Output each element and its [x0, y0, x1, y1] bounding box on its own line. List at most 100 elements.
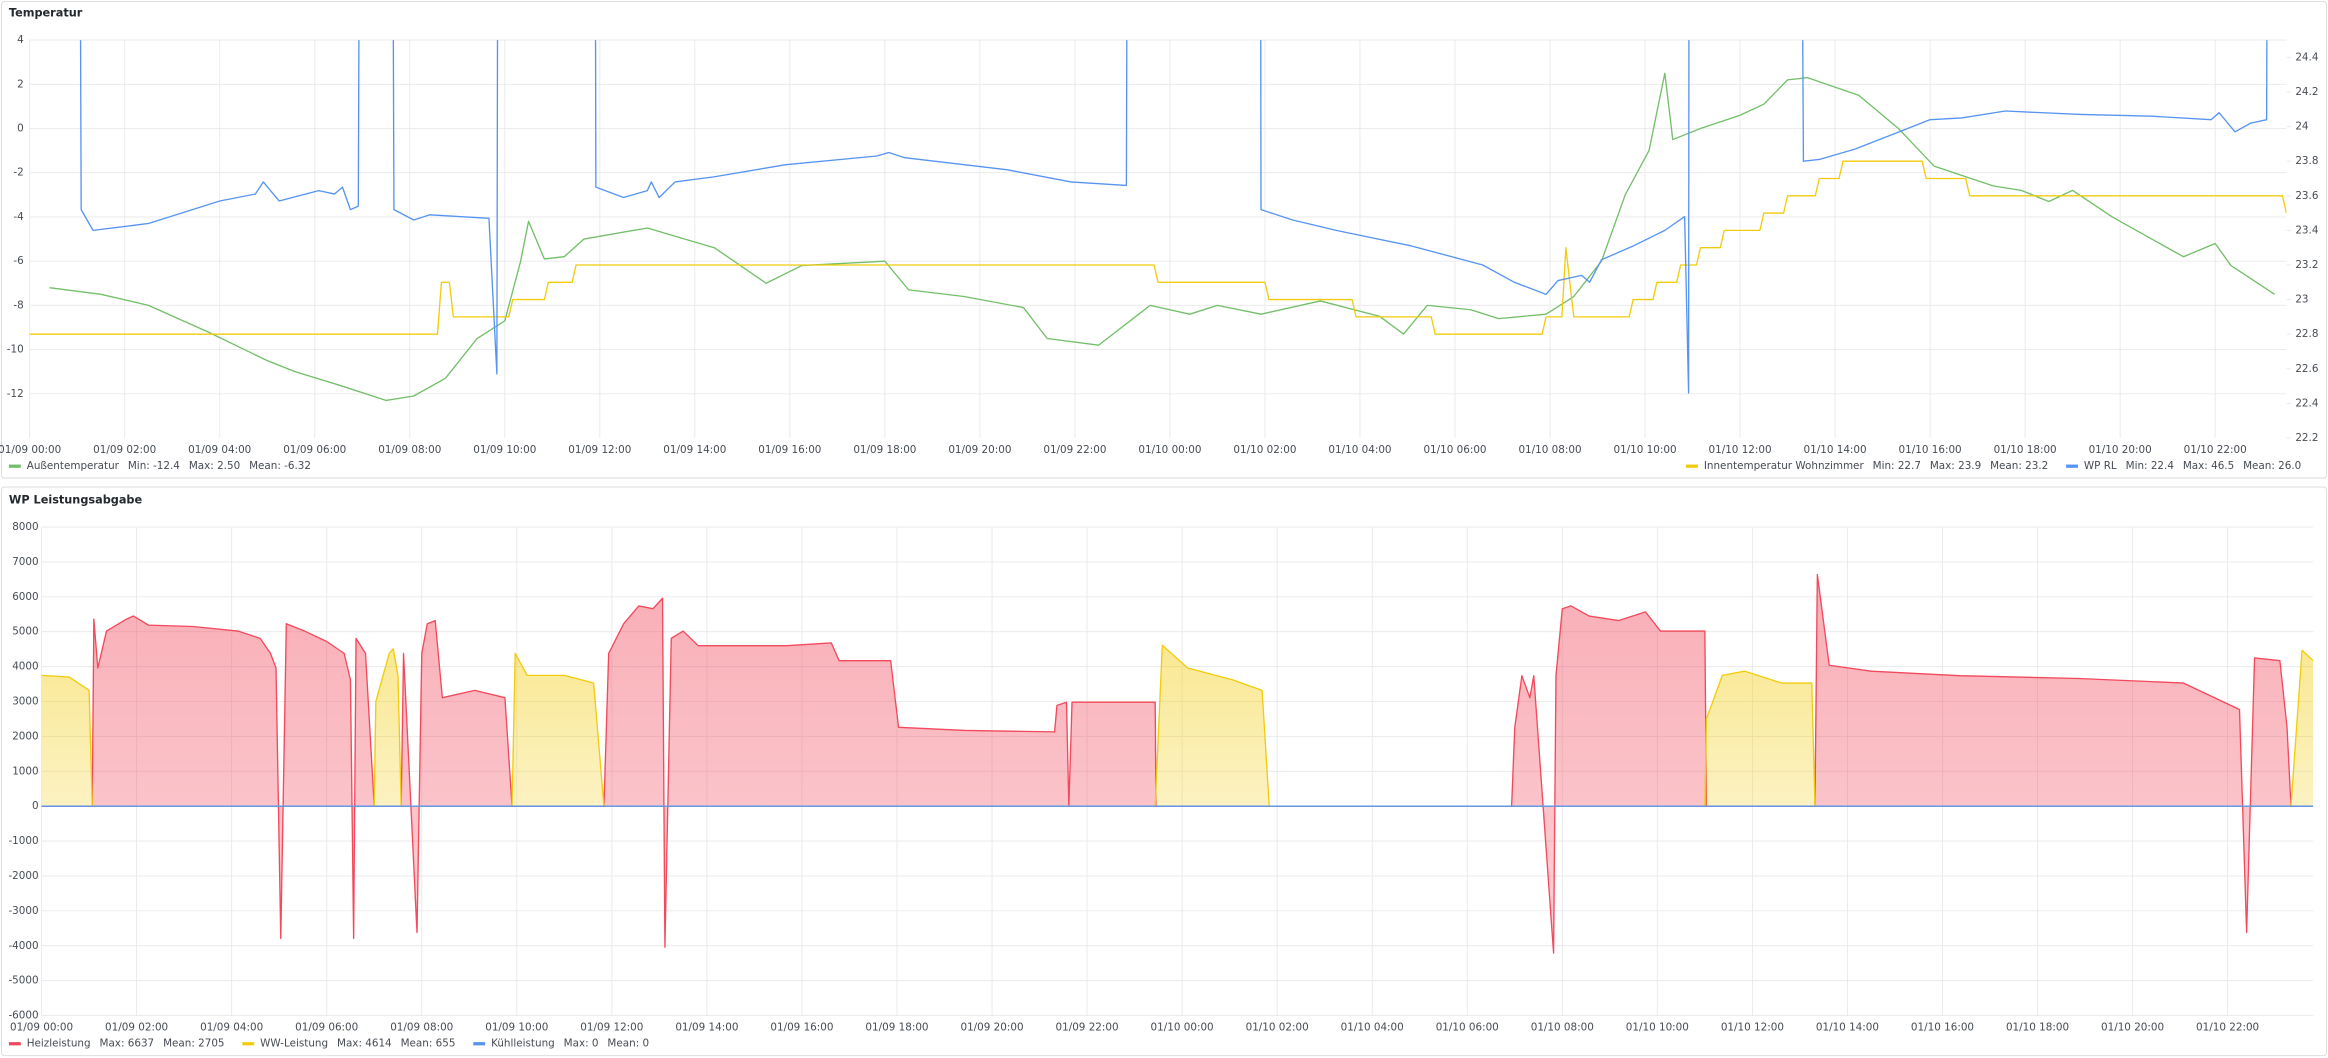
x-tick-label: 01/10 18:00	[2006, 1021, 2069, 1033]
x-tick-label: 01/09 18:00	[853, 444, 916, 456]
y-tick-label: -6000	[8, 1010, 38, 1022]
x-tick-label: 01/10 18:00	[1994, 444, 2057, 456]
y-tick-label: -2000	[8, 870, 38, 882]
x-tick-label: 01/09 22:00	[1056, 1021, 1119, 1033]
y2-tick-label: 22.8	[2295, 328, 2318, 340]
x-tick-label: 01/10 20:00	[2089, 444, 2152, 456]
panel-title: Temperatur	[9, 6, 83, 19]
legend-stat: Mean: 0	[607, 1038, 649, 1050]
legend-stat: Mean: 2705	[163, 1038, 224, 1050]
x-tick-label: 01/10 22:00	[2184, 444, 2247, 456]
legend-label: WP RL	[2084, 460, 2117, 472]
x-tick-label: 01/09 06:00	[283, 444, 346, 456]
y2-tick-label: 23.8	[2295, 155, 2318, 167]
series-line	[29, 160, 2287, 335]
x-tick-label: 01/09 20:00	[960, 1021, 1023, 1033]
legend-stat: Max: 0	[564, 1038, 599, 1050]
y-tick-label: 1000	[12, 765, 38, 777]
x-tick-label: 01/10 08:00	[1531, 1021, 1594, 1033]
legend-label: Innentemperatur Wohnzimmer	[1704, 460, 1865, 472]
x-tick-label: 01/10 04:00	[1328, 444, 1391, 456]
area-fill	[41, 645, 2314, 807]
area-fill	[41, 574, 2314, 954]
x-tick-label: 01/10 12:00	[1709, 444, 1772, 456]
y-tick-label: -8	[13, 299, 23, 311]
y2-tick-label: 23	[2295, 294, 2308, 306]
x-tick-label: 01/09 16:00	[758, 444, 821, 456]
x-tick-label: 01/10 14:00	[1804, 444, 1867, 456]
x-tick-label: 01/10 14:00	[1816, 1021, 1879, 1033]
x-tick-label: 01/10 06:00	[1423, 444, 1486, 456]
x-tick-label: 01/10 10:00	[1613, 444, 1676, 456]
y-tick-label: 0	[32, 800, 39, 812]
y-tick-label: 4000	[12, 661, 38, 673]
legend-stat: Min: 22.7	[1873, 460, 1921, 472]
legend-label: Außentemperatur	[27, 460, 120, 472]
y-tick-label: 6000	[12, 591, 38, 603]
x-tick-label: 01/10 00:00	[1151, 1021, 1214, 1033]
x-tick-label: 01/10 20:00	[2101, 1021, 2164, 1033]
x-tick-label: 01/09 02:00	[105, 1021, 168, 1033]
x-tick-label: 01/10 16:00	[1899, 444, 1962, 456]
legend-stat: Max: 23.9	[1930, 460, 1981, 472]
x-tick-label: 01/09 18:00	[865, 1021, 928, 1033]
y-tick-label: 3000	[12, 696, 38, 708]
y2-tick-label: 22.6	[2295, 363, 2318, 375]
y2-tick-label: 22.4	[2295, 397, 2318, 409]
y-tick-label: -12	[7, 388, 24, 400]
y-tick-label: -6	[13, 255, 23, 267]
y2-tick-label: 23.2	[2295, 259, 2318, 271]
y-tick-label: -3000	[8, 905, 38, 917]
x-tick-label: 01/10 04:00	[1341, 1021, 1404, 1033]
panel-title: WP Leistungsabgabe	[9, 493, 143, 506]
x-tick-label: 01/10 10:00	[1626, 1021, 1689, 1033]
legend-stat: Max: 2.50	[189, 460, 240, 472]
x-tick-label: 01/09 20:00	[948, 444, 1011, 456]
y-tick-label: -4000	[8, 940, 38, 952]
legend-stat: Mean: -6.32	[249, 460, 311, 472]
x-tick-label: 01/09 10:00	[485, 1021, 548, 1033]
x-tick-label: 01/10 12:00	[1721, 1021, 1784, 1033]
x-tick-label: 01/09 04:00	[188, 444, 251, 456]
y-tick-label: -4	[13, 211, 24, 223]
x-tick-label: 01/09 08:00	[378, 444, 441, 456]
legend-stat: Min: 22.4	[2126, 460, 2175, 472]
y2-tick-label: 24.4	[2295, 51, 2318, 63]
y-tick-label: 2000	[12, 730, 38, 742]
y-tick-label: 5000	[12, 626, 38, 638]
y-tick-label: 0	[17, 123, 24, 135]
legend-stat: Max: 4614	[337, 1038, 392, 1050]
x-tick-label: 01/10 08:00	[1518, 444, 1581, 456]
x-tick-label: 01/09 02:00	[93, 444, 156, 456]
legend-stat: Mean: 23.2	[1990, 460, 2048, 472]
y2-tick-label: 24.2	[2295, 86, 2318, 98]
x-tick-label: 01/09 08:00	[390, 1021, 453, 1033]
y2-tick-label: 23.6	[2295, 190, 2318, 202]
x-tick-label: 01/09 14:00	[675, 1021, 738, 1033]
y-tick-label: -5000	[8, 975, 38, 987]
y-tick-label: 7000	[12, 556, 38, 568]
legend-label: Heizleistung	[27, 1038, 91, 1050]
y-tick-label: -10	[7, 344, 24, 356]
x-tick-label: 01/09 06:00	[295, 1021, 358, 1033]
plot	[29, 40, 2287, 402]
legend-stat: Mean: 26.0	[2243, 460, 2301, 472]
x-tick-label: 01/09 10:00	[473, 444, 536, 456]
legend-stat: Mean: 655	[401, 1038, 456, 1050]
x-tick-label: 01/09 12:00	[568, 444, 631, 456]
x-tick-label: 01/10 16:00	[1911, 1021, 1974, 1033]
y-tick-label: -2	[13, 167, 23, 179]
y-tick-label: -1000	[8, 835, 38, 847]
x-tick-label: 01/09 16:00	[770, 1021, 833, 1033]
x-tick-label: 01/10 22:00	[2196, 1021, 2259, 1033]
y2-tick-label: 22.2	[2295, 432, 2318, 444]
legend-label: WW-Leistung	[260, 1038, 328, 1050]
x-tick-label: 01/09 00:00	[10, 1021, 73, 1033]
y-tick-label: 2	[17, 78, 24, 90]
legend-stat: Max: 6637	[100, 1038, 155, 1050]
x-tick-label: 01/10 02:00	[1246, 1021, 1309, 1033]
legend-left: Außentemperatur Min: -12.4 Max: 2.50 Mean: …	[8, 460, 311, 472]
legend-label: Kühlleistung	[491, 1038, 555, 1050]
x-tick-label: 01/09 12:00	[580, 1021, 643, 1033]
